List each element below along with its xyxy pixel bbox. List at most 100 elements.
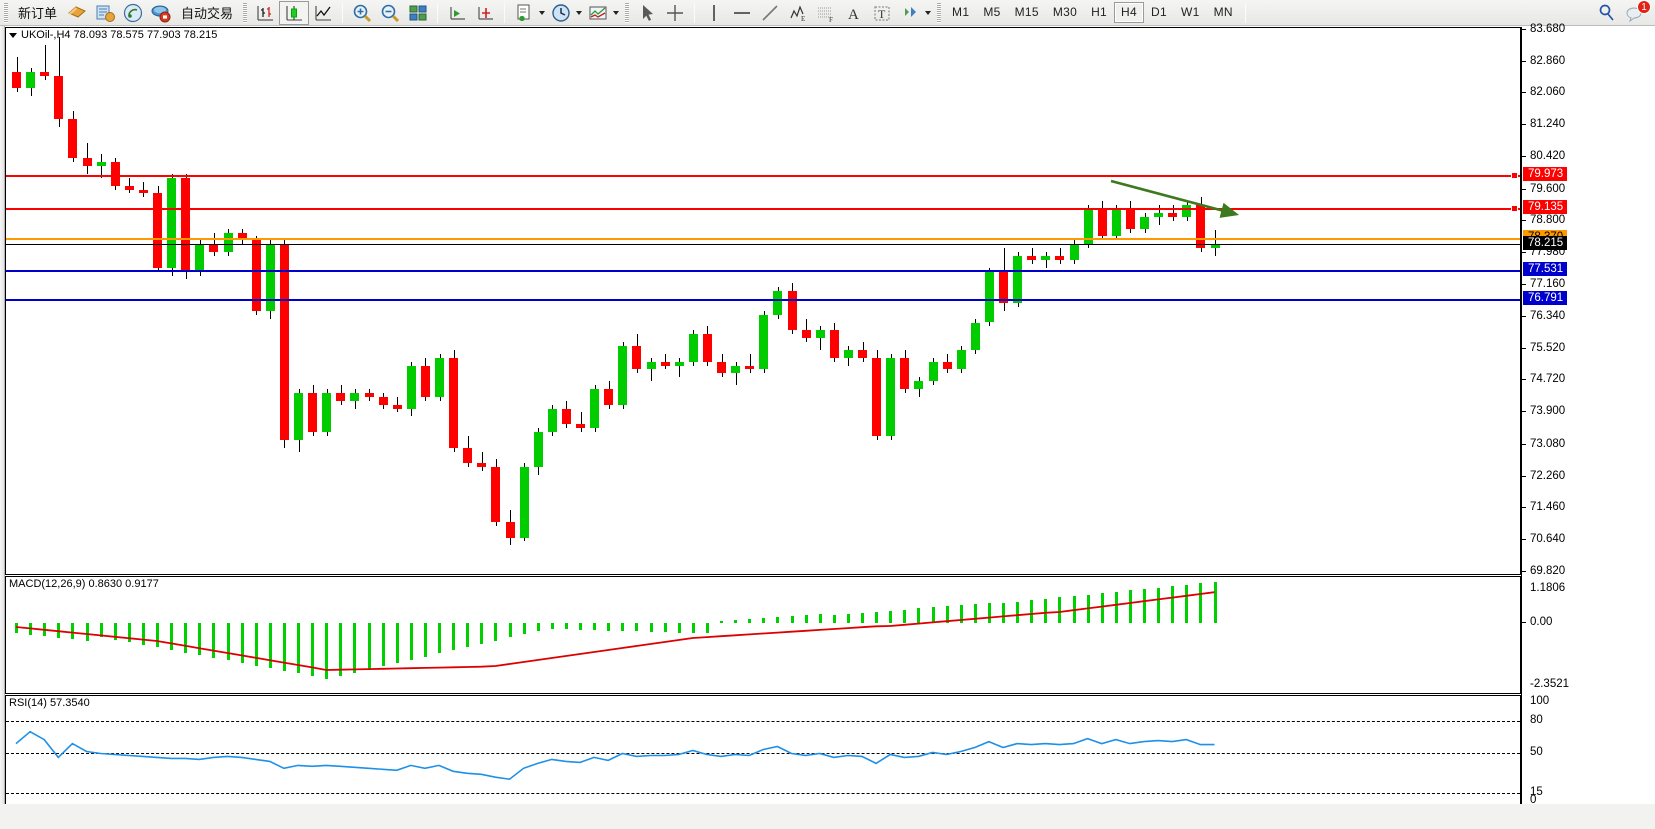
level-line-resistance[interactable] bbox=[6, 174, 1520, 177]
candle-body bbox=[773, 291, 783, 315]
candle-body bbox=[96, 162, 106, 167]
candle-body bbox=[195, 244, 205, 272]
period-clock-icon[interactable] bbox=[547, 1, 575, 25]
auto-trading-icon[interactable] bbox=[147, 1, 175, 25]
crosshair-icon[interactable] bbox=[661, 1, 689, 25]
rsi-tick-label: 0 bbox=[1530, 794, 1537, 806]
macd-tick bbox=[1522, 622, 1526, 623]
level-line-resistance[interactable] bbox=[6, 207, 1520, 210]
indicators-icon[interactable] bbox=[584, 1, 612, 25]
bar-chart-icon[interactable] bbox=[251, 1, 279, 25]
chart-scrollbar[interactable] bbox=[0, 26, 5, 809]
candle-wick bbox=[580, 412, 582, 432]
macd-histogram-bar bbox=[57, 623, 61, 638]
level-line-last-price[interactable] bbox=[6, 243, 1520, 245]
candle-body bbox=[1154, 213, 1164, 217]
timeframe-group: M1 M5 M15 M30 H1 H4 D1 W1 MN bbox=[945, 2, 1240, 23]
vertical-line-icon[interactable] bbox=[700, 1, 728, 25]
toolbar-grip-4[interactable] bbox=[937, 2, 942, 23]
timeframe-m30[interactable]: M30 bbox=[1052, 5, 1078, 19]
level-line-pivot[interactable] bbox=[6, 237, 1520, 240]
timeframe-d1[interactable]: D1 bbox=[1151, 5, 1167, 19]
rsi-pane[interactable]: RSI(14) 57.3540 bbox=[5, 695, 1521, 808]
macd-histogram-bar bbox=[720, 621, 723, 623]
chevron-down-icon[interactable] bbox=[539, 10, 546, 15]
toolbar-separator-2 bbox=[437, 2, 439, 23]
price-level-badge[interactable]: 78.215 bbox=[1523, 235, 1568, 250]
notification-icon[interactable]: 1 bbox=[1621, 0, 1651, 25]
timeframe-h4[interactable]: H4 bbox=[1114, 2, 1144, 23]
timeframe-mn[interactable]: MN bbox=[1213, 5, 1233, 19]
chevron-down-icon-3[interactable] bbox=[613, 10, 620, 15]
fibonacci-icon[interactable]: F bbox=[812, 1, 840, 25]
timeframe-m15[interactable]: M15 bbox=[1014, 5, 1039, 19]
shapes-icon[interactable] bbox=[896, 1, 924, 25]
chevron-down-icon-2[interactable] bbox=[576, 10, 583, 15]
macd-histogram-bar bbox=[1100, 593, 1104, 623]
auto-trading-button[interactable]: 自动交易 bbox=[175, 1, 239, 25]
macd-histogram-bar bbox=[297, 623, 300, 674]
price-level-badge[interactable]: 77.531 bbox=[1523, 262, 1568, 277]
price-axis[interactable]: 83.680 82.860 82.060 81.240 80.420 79.600 78.8… bbox=[1521, 23, 1655, 808]
timeframe-w1[interactable]: W1 bbox=[1180, 5, 1200, 19]
macd-histogram-bar bbox=[311, 623, 315, 676]
price-level-badge[interactable]: 79.973 bbox=[1523, 166, 1568, 181]
macd-histogram-bar bbox=[85, 623, 89, 641]
toolbar-grip[interactable] bbox=[4, 2, 8, 23]
new-chart-icon[interactable] bbox=[510, 1, 538, 25]
level-line-handle[interactable] bbox=[1511, 204, 1518, 212]
macd-histogram-bar bbox=[423, 623, 427, 657]
price-tick bbox=[1522, 283, 1526, 285]
level-line-handle[interactable] bbox=[1511, 171, 1518, 179]
profile-icon[interactable] bbox=[63, 1, 91, 25]
zoom-in-icon[interactable] bbox=[348, 1, 376, 25]
candle-body bbox=[561, 408, 571, 425]
candle-body bbox=[1027, 256, 1037, 260]
toolbar-grip-2[interactable] bbox=[243, 2, 248, 23]
macd-histogram-bar bbox=[113, 623, 117, 640]
signals-icon[interactable] bbox=[119, 1, 147, 25]
toolbar-separator-3 bbox=[504, 2, 506, 23]
timeframe-h1[interactable]: H1 bbox=[1091, 5, 1108, 19]
search-icon[interactable] bbox=[1593, 1, 1621, 25]
zoom-out-icon[interactable] bbox=[376, 1, 404, 25]
level-line-support[interactable] bbox=[6, 299, 1520, 302]
price-level-badge[interactable]: 76.791 bbox=[1523, 291, 1568, 306]
rsi-level-50 bbox=[6, 753, 1520, 754]
macd-pane[interactable]: MACD(12,26,9) 0.8630 0.9177 bbox=[5, 576, 1521, 694]
candle-body bbox=[872, 357, 882, 436]
toolbar-grip-3[interactable] bbox=[625, 2, 630, 23]
price-level-badge[interactable]: 79.135 bbox=[1523, 199, 1568, 214]
price-tick-label: 80.420 bbox=[1530, 150, 1566, 163]
trendline-icon[interactable] bbox=[756, 1, 784, 25]
chevron-down-icon-4[interactable] bbox=[925, 10, 932, 15]
line-chart-icon[interactable] bbox=[309, 1, 337, 25]
elliott-wave-icon[interactable]: E bbox=[784, 1, 812, 25]
price-tick-label: 72.260 bbox=[1530, 469, 1566, 482]
price-pane[interactable]: UKOil-,H4 78.093 78.575 77.903 78.215 bbox=[5, 27, 1521, 575]
candle-body bbox=[251, 240, 261, 311]
candle-wick bbox=[143, 181, 145, 198]
candle-wick bbox=[1215, 229, 1216, 256]
trend-arrow-annotation[interactable] bbox=[1106, 173, 1246, 233]
shift-start-icon[interactable] bbox=[443, 1, 471, 25]
terminal-icon[interactable] bbox=[91, 1, 119, 25]
tile-windows-icon[interactable] bbox=[404, 1, 432, 25]
candle-body bbox=[1069, 244, 1079, 260]
candlestick-chart-icon[interactable] bbox=[279, 0, 310, 25]
horizontal-line-icon[interactable] bbox=[728, 1, 756, 25]
macd-histogram-bar bbox=[748, 619, 752, 623]
collapse-caret-icon[interactable] bbox=[9, 32, 17, 38]
level-line-support[interactable] bbox=[6, 270, 1520, 273]
macd-histogram-bar bbox=[1030, 600, 1034, 623]
macd-histogram-bar bbox=[818, 614, 822, 623]
textbox-icon[interactable]: T bbox=[868, 1, 896, 25]
shift-end-icon[interactable] bbox=[471, 1, 499, 25]
macd-histogram-bar bbox=[635, 623, 639, 632]
cursor-icon[interactable] bbox=[633, 1, 661, 25]
new-order-button[interactable]: 新订单 bbox=[12, 1, 63, 25]
text-icon[interactable]: A bbox=[840, 1, 868, 25]
timeframe-m5[interactable]: M5 bbox=[983, 5, 1001, 19]
timeframe-m1[interactable]: M1 bbox=[952, 5, 970, 19]
candle-body bbox=[322, 392, 332, 432]
